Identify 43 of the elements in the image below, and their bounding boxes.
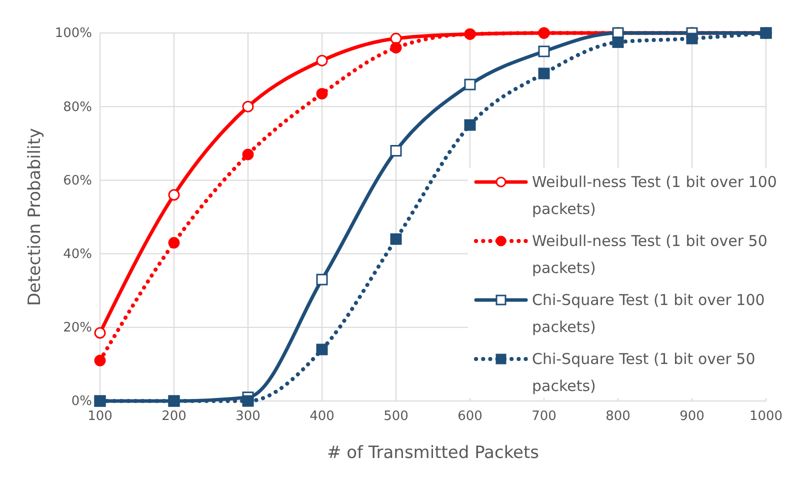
point bbox=[538, 46, 550, 58]
x-axis-title: # of Transmitted Packets bbox=[326, 443, 540, 463]
y-tick-label: 80% bbox=[63, 100, 92, 115]
point bbox=[168, 189, 180, 201]
y-axis-title: Detection Probability bbox=[25, 128, 45, 306]
y-tick-label: 40% bbox=[63, 246, 92, 262]
y-tick-label: 100% bbox=[54, 26, 92, 42]
point bbox=[686, 32, 698, 44]
point bbox=[242, 395, 254, 407]
point bbox=[316, 54, 328, 66]
point bbox=[242, 148, 254, 160]
x-tick-label: 300 bbox=[236, 409, 260, 424]
point bbox=[94, 327, 106, 339]
point bbox=[242, 100, 254, 112]
point bbox=[94, 354, 106, 366]
x-tick-label: 1000 bbox=[749, 409, 783, 424]
x-tick-label: 600 bbox=[458, 409, 482, 424]
legend-label: Weibull-ness Test (1 bit over 100 packets) bbox=[532, 173, 777, 218]
y-tick-label: 20% bbox=[63, 320, 92, 336]
x-tick-label: 200 bbox=[162, 409, 186, 424]
x-tick-label: 500 bbox=[384, 409, 408, 424]
y-tick-label: 60% bbox=[63, 173, 92, 188]
point bbox=[168, 237, 180, 249]
x-tick-label: 800 bbox=[606, 409, 630, 424]
legend-label: Chi-Square Test (1 bit over 100 packets) bbox=[532, 291, 765, 336]
point bbox=[612, 36, 624, 48]
point bbox=[390, 145, 402, 157]
x-tick-label: 400 bbox=[310, 409, 334, 424]
x-tick-label: 900 bbox=[680, 409, 704, 424]
point bbox=[316, 344, 328, 356]
legend-label: Weibull-ness Test (1 bit over 50 packets) bbox=[532, 232, 768, 277]
y-tick-label: 0% bbox=[71, 394, 92, 410]
point bbox=[390, 32, 402, 44]
point bbox=[316, 88, 328, 100]
point bbox=[464, 78, 476, 90]
legend-label: Chi-Square Test (1 bit over 50 packets) bbox=[532, 350, 756, 395]
point bbox=[390, 233, 402, 245]
point bbox=[538, 68, 550, 80]
point bbox=[316, 274, 328, 286]
point bbox=[464, 119, 476, 131]
x-tick-label: 700 bbox=[532, 409, 556, 424]
point bbox=[390, 42, 402, 54]
x-tick-label: 100 bbox=[88, 409, 112, 424]
